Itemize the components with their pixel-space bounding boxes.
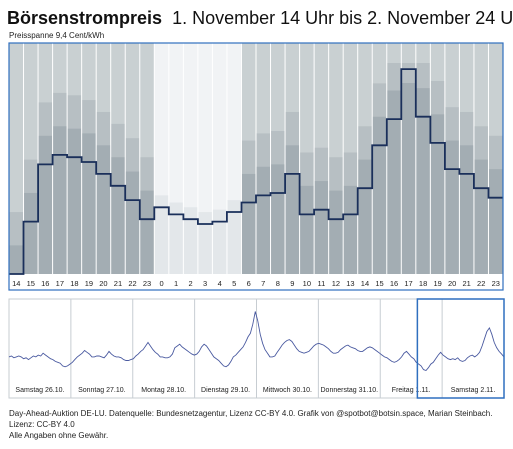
- price-step-line: [9, 68, 503, 275]
- price-band-inner: [38, 135, 53, 274]
- hour-tick-label: 15: [375, 279, 383, 288]
- hour-tick-label: 23: [492, 279, 500, 288]
- hour-tick-label: 14: [361, 279, 369, 288]
- day-label: Freitag 1.11.: [392, 387, 431, 394]
- price-band-inner: [299, 185, 315, 274]
- hour-tick-label: 20: [448, 279, 456, 288]
- price-band-inner: [401, 83, 416, 274]
- hour-tick-label: 19: [85, 279, 93, 288]
- price-band-inner: [357, 159, 373, 274]
- day-label: Donnerstag 31.10.: [321, 387, 379, 394]
- price-band-inner: [67, 128, 82, 274]
- overview-price-line: [8, 311, 505, 372]
- price-band-inner: [444, 140, 460, 274]
- hour-tick-label: 13: [346, 279, 354, 288]
- hour-tick-label: 10: [303, 279, 311, 288]
- price-band-inner: [256, 166, 271, 274]
- hour-tick-label: 9: [290, 279, 294, 288]
- hour-tick-label: 11: [317, 279, 325, 288]
- price-band-outer: [168, 202, 184, 274]
- price-band-inner: [285, 145, 300, 274]
- hour-tick-label: 18: [70, 279, 78, 288]
- day-label: Sonntag 27.10.: [78, 387, 126, 394]
- footer-disclaimer-line: Alle Angaben ohne Gewähr.: [9, 431, 109, 440]
- price-band-inner: [139, 190, 155, 274]
- hour-tick-label: 3: [203, 279, 207, 288]
- price-band-outer: [183, 207, 198, 274]
- price-band-inner: [386, 90, 402, 274]
- hour-tick-label: 2: [189, 279, 193, 288]
- price-band-inner: [96, 145, 111, 274]
- price-band-inner: [52, 126, 68, 275]
- price-band-outer: [212, 209, 227, 274]
- hour-tick-label: 1: [174, 279, 178, 288]
- price-band-inner: [125, 171, 140, 274]
- price-band-inner: [23, 192, 39, 274]
- price-band-inner: [430, 114, 445, 274]
- hour-tick-label: 23: [143, 279, 151, 288]
- hour-tick-label: 20: [99, 279, 107, 288]
- hour-tick-label: 14: [12, 279, 20, 288]
- hour-tick-label: 16: [390, 279, 398, 288]
- hour-tick-label: 19: [433, 279, 441, 288]
- day-label: Samstag 2.11.: [451, 387, 496, 394]
- hour-tick-label: 12: [332, 279, 340, 288]
- hour-tick-label: 7: [261, 279, 265, 288]
- price-band-inner: [314, 181, 329, 274]
- day-label: Dienstag 29.10.: [201, 387, 250, 394]
- hour-tick-label: 21: [114, 279, 122, 288]
- hour-tick-label: 15: [27, 279, 35, 288]
- price-band-inner: [81, 133, 97, 274]
- title-bold: Börsenstrompreis: [7, 8, 163, 28]
- title-rest: 1. November 14 Uhr bis 2. November 24 Uh…: [172, 8, 513, 28]
- hour-tick-label: 18: [419, 279, 427, 288]
- overview-highlight-window: [416, 298, 505, 399]
- price-band-inner: [459, 145, 474, 274]
- price-band-inner: [372, 116, 387, 274]
- price-band-inner: [110, 157, 126, 274]
- price-band-inner: [241, 173, 256, 274]
- price-band-outer: [226, 200, 242, 274]
- day-label: Montag 28.10.: [141, 387, 186, 394]
- price-band-inner: [328, 190, 344, 274]
- hour-tick-label: 22: [128, 279, 136, 288]
- price-band-inner: [270, 164, 286, 274]
- price-range-subtitle: Preisspanne 9,4 Cent/kWh: [9, 31, 105, 40]
- price-band-inner: [9, 245, 24, 274]
- price-band-inner: [488, 169, 503, 274]
- price-band-outer: [154, 195, 169, 274]
- price-band-inner: [415, 88, 431, 275]
- hour-tick-label: 22: [477, 279, 485, 288]
- hour-tick-label: 6: [247, 279, 251, 288]
- footer: Day-Ahead-Auktion DE-LU. Datenquelle: Bu…: [9, 408, 513, 441]
- price-band-inner: [343, 185, 358, 274]
- hour-tick-label: 17: [404, 279, 412, 288]
- hour-tick-label: 21: [463, 279, 471, 288]
- hour-tick-label: 4: [218, 279, 222, 288]
- hour-tick-label: 8: [276, 279, 280, 288]
- chart-title: Börsenstrompreis 1. November 14 Uhr bis …: [7, 8, 513, 29]
- day-label: Samstag 26.10.: [15, 387, 64, 394]
- hour-tick-label: 17: [56, 279, 64, 288]
- hour-tick-label: 5: [232, 279, 236, 288]
- hour-tick-label: 16: [41, 279, 49, 288]
- day-label: Mittwoch 30.10.: [263, 387, 312, 394]
- price-band-inner: [473, 159, 489, 274]
- footer-source-line: Day-Ahead-Auktion DE-LU. Datenquelle: Bu…: [9, 409, 493, 429]
- hour-tick-label: 0: [159, 279, 163, 288]
- main-chart-frame: [8, 42, 504, 291]
- price-band-outer: [197, 212, 213, 274]
